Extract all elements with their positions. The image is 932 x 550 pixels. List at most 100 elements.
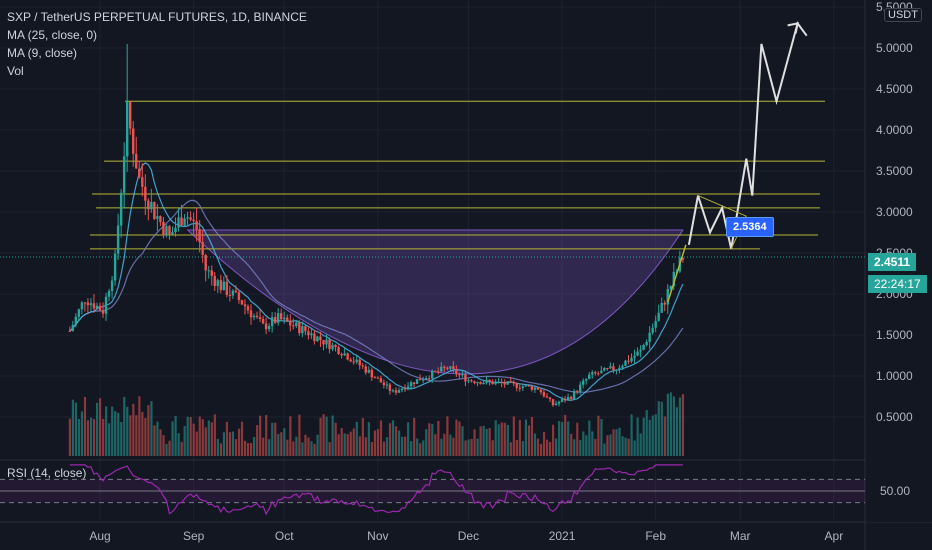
candle-body bbox=[464, 374, 467, 382]
volume-bar bbox=[600, 419, 603, 456]
volume-bar bbox=[527, 425, 531, 456]
candle-body bbox=[110, 280, 114, 292]
annotation-price-label[interactable]: 2.5364 bbox=[726, 217, 774, 237]
volume-bar bbox=[579, 439, 582, 456]
candle-body bbox=[582, 380, 585, 385]
candle-body bbox=[500, 381, 503, 384]
volume-bar bbox=[470, 439, 473, 456]
candle-body bbox=[168, 226, 171, 235]
volume-bar bbox=[370, 441, 373, 456]
candle-body bbox=[591, 372, 594, 375]
volume-bar bbox=[132, 403, 135, 456]
candle-body bbox=[243, 304, 247, 307]
volume-bar bbox=[391, 420, 395, 456]
volume-bar bbox=[231, 431, 235, 456]
rsi-indicator-label[interactable]: RSI (14, close) bbox=[7, 466, 87, 480]
currency-unit[interactable]: USDT bbox=[884, 8, 922, 22]
candle-body bbox=[578, 384, 582, 392]
candle-body bbox=[518, 387, 521, 389]
volume-bar bbox=[295, 436, 298, 456]
time-tick-label: Oct bbox=[275, 529, 294, 543]
candle-body bbox=[298, 322, 301, 334]
last-price-badge: 2.4511 bbox=[868, 253, 917, 271]
candle-body bbox=[400, 388, 404, 391]
candle-body bbox=[147, 200, 150, 210]
countdown-badge: 22:24:17 bbox=[868, 275, 927, 293]
volume-bar bbox=[334, 422, 337, 456]
volume-bar bbox=[446, 416, 449, 456]
candle-body bbox=[654, 320, 657, 328]
volume-bar bbox=[265, 415, 268, 456]
candle-body bbox=[539, 389, 543, 393]
candle-body bbox=[273, 317, 277, 323]
candle-body bbox=[261, 318, 265, 324]
candle-body bbox=[597, 373, 600, 375]
volume-bar bbox=[234, 439, 238, 456]
candle-body bbox=[497, 381, 500, 383]
volume-bar bbox=[567, 421, 570, 456]
volume-bar bbox=[222, 432, 226, 456]
candle-body bbox=[627, 360, 630, 362]
candle-body bbox=[325, 339, 328, 345]
candle-body bbox=[536, 387, 540, 390]
volume-bar bbox=[404, 436, 407, 456]
volume-bar bbox=[407, 422, 410, 456]
candle-body bbox=[551, 399, 555, 406]
volume-bar bbox=[331, 415, 334, 456]
volume-bar bbox=[606, 435, 609, 456]
indicator-ma25[interactable]: MA (25, close, 0) bbox=[7, 28, 98, 42]
volume-bar bbox=[162, 435, 165, 456]
volume-bar bbox=[126, 406, 129, 456]
volume-bar bbox=[642, 417, 645, 456]
volume-bar bbox=[530, 416, 534, 456]
volume-bar bbox=[298, 414, 301, 456]
volume-bar bbox=[174, 416, 177, 456]
time-tick-label: Apr bbox=[825, 529, 844, 543]
volume-bar bbox=[440, 438, 443, 456]
candle-body bbox=[135, 153, 138, 169]
volume-bar bbox=[114, 411, 117, 456]
price-tick-label: 3.5000 bbox=[876, 164, 913, 178]
volume-bar bbox=[213, 414, 216, 456]
projection-path bbox=[687, 21, 808, 250]
volume-bar bbox=[367, 422, 370, 456]
volume-bar bbox=[582, 431, 585, 456]
candle-body bbox=[554, 403, 558, 406]
volume-bar bbox=[612, 429, 615, 456]
candle-body bbox=[440, 366, 443, 372]
volume-bar bbox=[186, 416, 189, 456]
time-tick-label: Dec bbox=[458, 529, 479, 543]
candle-body bbox=[132, 128, 135, 154]
volume-bar bbox=[660, 401, 663, 456]
candle-body bbox=[533, 387, 537, 390]
candle-body bbox=[204, 254, 207, 271]
ma9-line bbox=[69, 162, 684, 401]
volume-bar bbox=[482, 425, 485, 456]
candle-body bbox=[376, 377, 380, 379]
candle-body bbox=[491, 381, 494, 385]
volume-bar bbox=[105, 406, 108, 456]
trend-annotation bbox=[667, 244, 687, 303]
volume-bar bbox=[639, 433, 642, 456]
volume-bar bbox=[92, 419, 96, 456]
candle-body bbox=[542, 392, 546, 397]
volume-bar bbox=[416, 438, 419, 456]
indicator-volume[interactable]: Vol bbox=[7, 64, 24, 78]
candle-body bbox=[174, 227, 177, 233]
volume-bar bbox=[204, 427, 207, 456]
candle-body bbox=[313, 333, 316, 342]
indicator-ma9[interactable]: MA (9, close) bbox=[7, 46, 78, 60]
volume-bar bbox=[503, 422, 506, 456]
candle-body bbox=[391, 390, 395, 392]
volume-bar bbox=[71, 399, 75, 456]
symbol-title[interactable]: SXP / TetherUS PERPETUAL FUTURES, 1D, BI… bbox=[7, 10, 307, 24]
candle-body bbox=[201, 242, 204, 255]
candle-body bbox=[364, 366, 367, 373]
candle-body bbox=[237, 292, 241, 301]
volume-bar bbox=[352, 428, 355, 456]
volume-bar bbox=[536, 438, 540, 456]
volume-bar bbox=[669, 392, 672, 456]
candle-body bbox=[322, 340, 325, 345]
